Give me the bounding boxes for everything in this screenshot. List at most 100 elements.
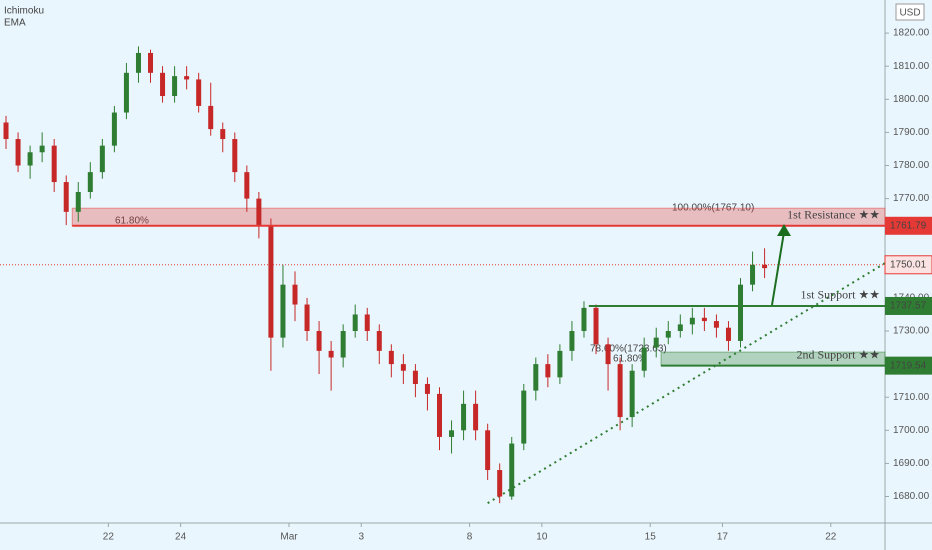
last-price-label: 1750.01 bbox=[890, 259, 927, 270]
candle-body bbox=[220, 129, 226, 140]
candle-body bbox=[521, 390, 527, 444]
y-tick-label: 1770.00 bbox=[893, 193, 930, 204]
candle-body bbox=[750, 264, 756, 285]
candle-body bbox=[160, 72, 166, 96]
candle-body bbox=[63, 182, 69, 212]
candle-body bbox=[268, 225, 274, 338]
candle-body bbox=[665, 331, 671, 338]
candle-body bbox=[424, 383, 430, 394]
candle-body bbox=[485, 430, 491, 471]
candle-body bbox=[400, 364, 406, 371]
x-tick-label: Mar bbox=[280, 532, 298, 543]
candle-body bbox=[340, 331, 346, 358]
candle-body bbox=[3, 122, 9, 140]
candle-body bbox=[725, 327, 731, 341]
candle-body bbox=[593, 307, 599, 345]
candle-body bbox=[244, 172, 250, 199]
candle-body bbox=[557, 350, 563, 378]
candle-body bbox=[75, 191, 81, 212]
candle-body bbox=[316, 331, 322, 351]
y-tick-label: 1790.00 bbox=[893, 127, 930, 138]
candle-body bbox=[738, 284, 744, 341]
candle-body bbox=[762, 264, 768, 269]
candle-body bbox=[449, 430, 455, 437]
y-tick-label: 1820.00 bbox=[893, 28, 930, 39]
level-name: 2nd Support ★★ bbox=[796, 347, 880, 361]
x-tick-label: 8 bbox=[467, 532, 473, 543]
level-name: 1st Support ★★ bbox=[800, 288, 880, 302]
candle-body bbox=[148, 52, 154, 73]
candle-body bbox=[256, 198, 262, 226]
price-box bbox=[885, 216, 932, 235]
level-price: 1761.79 bbox=[890, 220, 927, 231]
candle-body bbox=[653, 337, 659, 348]
candle-body bbox=[629, 370, 635, 418]
candle-body bbox=[605, 344, 611, 365]
currency: USD bbox=[899, 8, 920, 19]
candle-body bbox=[196, 79, 202, 106]
y-tick-label: 1680.00 bbox=[893, 491, 930, 502]
y-tick-label: 1800.00 bbox=[893, 94, 930, 105]
y-tick-label: 1710.00 bbox=[893, 392, 930, 403]
price-box bbox=[885, 296, 932, 315]
candle-body bbox=[412, 370, 418, 384]
candle-body bbox=[184, 76, 190, 80]
candle-body bbox=[677, 324, 683, 332]
candle-body bbox=[533, 364, 539, 391]
candle-body bbox=[208, 105, 214, 130]
y-tick-label: 1690.00 bbox=[893, 458, 930, 469]
candle-body bbox=[436, 393, 442, 437]
candle-body bbox=[123, 72, 129, 113]
candle-body bbox=[545, 364, 551, 378]
candle-body bbox=[304, 304, 310, 332]
price-zone bbox=[71, 207, 886, 227]
arrow-head bbox=[777, 224, 791, 236]
candle-body bbox=[87, 172, 93, 192]
x-tick-label: 10 bbox=[536, 532, 548, 543]
projection-arrow bbox=[771, 231, 785, 306]
x-tick-label: 22 bbox=[825, 532, 837, 543]
y-tick-label: 1730.00 bbox=[893, 326, 930, 337]
indicator-label: EMA bbox=[4, 18, 26, 29]
x-tick-label: 15 bbox=[645, 532, 657, 543]
price-box bbox=[884, 255, 932, 275]
candle-body bbox=[473, 403, 479, 431]
candle-body bbox=[232, 139, 238, 173]
candle-body bbox=[172, 76, 178, 96]
fib-label: 61.80% bbox=[613, 354, 647, 365]
candle-body bbox=[509, 443, 515, 497]
candle-body bbox=[713, 321, 719, 328]
candle-body bbox=[569, 331, 575, 351]
candle-body bbox=[497, 470, 503, 497]
candle-body bbox=[581, 307, 587, 332]
x-tick-label: 3 bbox=[358, 532, 364, 543]
candle-body bbox=[701, 317, 707, 322]
indicator-label: Ichimoku bbox=[4, 6, 44, 17]
y-tick-label: 1810.00 bbox=[893, 61, 930, 72]
candle-body bbox=[641, 347, 647, 371]
currency-box bbox=[895, 3, 925, 21]
x-tick-label: 24 bbox=[175, 532, 187, 543]
fib-label: 61.80% bbox=[115, 216, 149, 227]
candle-body bbox=[99, 145, 105, 173]
candle-body bbox=[39, 145, 45, 153]
candle-body bbox=[388, 350, 394, 365]
candle-body bbox=[328, 350, 334, 358]
level-name: 1st Resistance ★★ bbox=[787, 208, 880, 222]
candle-body bbox=[280, 284, 286, 338]
candle-body bbox=[461, 403, 467, 431]
candle-body bbox=[364, 314, 370, 332]
level-price: 1737.57 bbox=[890, 301, 927, 312]
candle-body bbox=[135, 52, 141, 73]
candle-body bbox=[15, 139, 21, 166]
candle-body bbox=[292, 284, 298, 305]
price-box bbox=[885, 356, 932, 375]
x-tick-label: 17 bbox=[717, 532, 729, 543]
candle-body bbox=[352, 314, 358, 332]
level-price: 1719.54 bbox=[890, 360, 927, 371]
candle-body bbox=[617, 364, 623, 418]
y-tick-label: 1700.00 bbox=[893, 425, 930, 436]
candle-body bbox=[51, 145, 57, 183]
